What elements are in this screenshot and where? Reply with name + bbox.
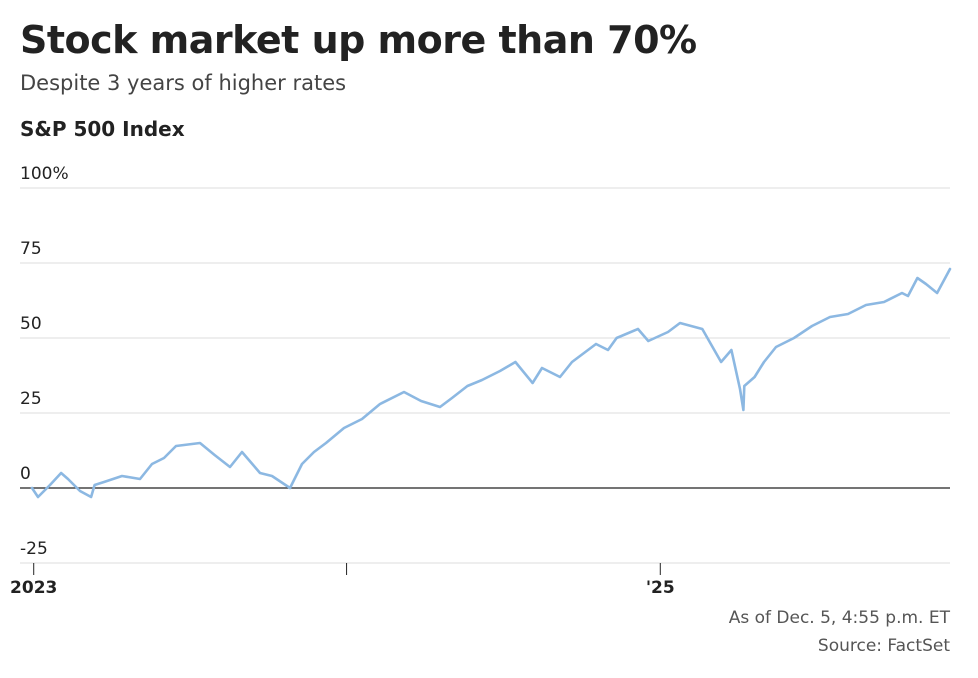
x-tick-label: '25 bbox=[645, 578, 675, 598]
y-tick-label: 75 bbox=[20, 239, 42, 259]
chart-series-label: S&P 500 Index bbox=[20, 117, 185, 141]
x-axis-ticks bbox=[33, 563, 661, 575]
as-of-note: As of Dec. 5, 4:55 p.m. ET bbox=[728, 608, 950, 628]
y-tick-label: 0 bbox=[20, 464, 31, 484]
x-tick-label: 2023 bbox=[10, 578, 58, 598]
chart-subtitle: Despite 3 years of higher rates bbox=[20, 71, 347, 95]
y-tick-label: 100% bbox=[20, 164, 69, 184]
chart-title: Stock market up more than 70% bbox=[20, 18, 697, 62]
source-note: Source: FactSet bbox=[817, 636, 950, 656]
sp500-series-line bbox=[30, 267, 952, 499]
y-tick-label: 25 bbox=[20, 389, 42, 409]
y-tick-label: 50 bbox=[20, 314, 42, 334]
y-tick-label: -25 bbox=[20, 539, 48, 559]
gridlines bbox=[20, 187, 950, 564]
